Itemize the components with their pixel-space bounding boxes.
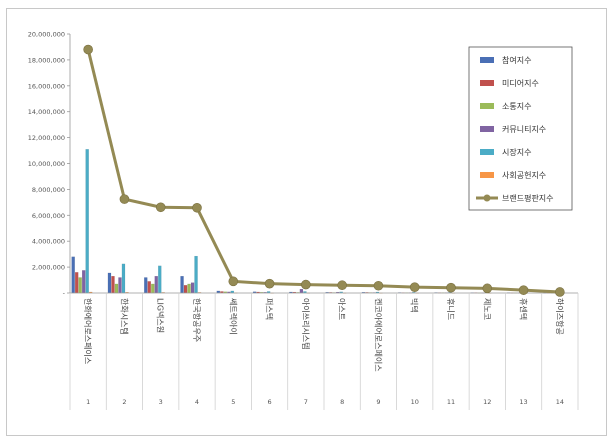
bar [118, 277, 122, 294]
line-point [228, 276, 239, 287]
bar [144, 277, 148, 294]
bar [71, 256, 75, 294]
bar [147, 281, 151, 294]
category-number-label: 13 [519, 398, 527, 406]
y-tick-label: 16,000,000 [28, 82, 65, 90]
line-point [337, 280, 347, 291]
category-number-label: 4 [195, 398, 199, 406]
category-name-label: 아이쓰리시스템 [301, 298, 311, 350]
category-number-label: 9 [376, 398, 380, 406]
legend-swatch [480, 80, 494, 86]
category-name-label: 아스트 [337, 298, 347, 320]
line-point [482, 283, 493, 294]
bar [107, 272, 112, 294]
bar [151, 283, 155, 294]
category-number-label: 3 [159, 398, 163, 406]
bar [121, 263, 126, 294]
bar [183, 285, 188, 294]
category-name-label: 휴센텍 [519, 298, 529, 320]
category-name-label: 쎄트렉아이 [228, 298, 238, 335]
category-name-label: 하이즈항공 [555, 298, 565, 335]
legend-swatch [480, 57, 494, 63]
series-line [86, 49, 560, 294]
category-number-label: 12 [483, 398, 491, 406]
line-point [373, 280, 384, 291]
legend-swatch-point [483, 194, 491, 202]
category-name-label: LIG넥스원 [156, 298, 166, 333]
bar [111, 276, 115, 294]
y-tick-label: 10,000,000 [28, 160, 65, 168]
legend-label: 소통지수 [502, 102, 531, 111]
legend-label: 사회공헌지수 [502, 171, 546, 180]
bar [114, 283, 119, 294]
legend-swatch [480, 172, 494, 178]
y-tick-label: 6,000,000 [32, 212, 65, 220]
category-number-label: 11 [447, 398, 455, 406]
category-number-label: 2 [122, 398, 126, 406]
line-point [518, 285, 529, 295]
category-name-label: 빅텍 [410, 298, 420, 313]
line-point [119, 194, 130, 204]
bar [158, 265, 162, 294]
category-number-label: 14 [556, 398, 564, 406]
line-point [555, 287, 565, 297]
line-point [446, 282, 456, 293]
bar [194, 255, 198, 294]
category-number-label: 7 [304, 398, 308, 406]
brand-reputation-line [83, 44, 565, 297]
category-number-label: 10 [411, 398, 419, 406]
legend-label: 미디어지수 [502, 78, 539, 88]
legend-label: 브랜드평판지수 [502, 193, 554, 203]
bar [180, 276, 184, 294]
category-name-label: 휴니드 [446, 298, 456, 320]
y-tick-label: 4,000,000 [32, 238, 65, 246]
bar [187, 283, 191, 294]
y-tick-label: 12,000,000 [28, 134, 65, 142]
bar [74, 272, 79, 294]
y-tick-label: - [63, 290, 66, 298]
bar [299, 288, 304, 294]
bar [81, 270, 86, 294]
y-tick-label: 18,000,000 [28, 56, 65, 64]
bar [78, 277, 82, 294]
legend-label: 참여지수 [502, 55, 531, 65]
bar [154, 276, 158, 294]
y-tick-label: 20,000,000 [28, 31, 65, 39]
y-axis: - 2,000,000 4,000,000 6,000,000 8,000,000 10,… [28, 31, 71, 298]
line-point [301, 279, 311, 290]
y-tick-label: 14,000,000 [28, 108, 65, 116]
line-point [155, 202, 166, 213]
line-point [409, 282, 420, 292]
category-name-label: 한화시스템 [119, 298, 129, 335]
legend-swatch [480, 126, 494, 132]
category-name-label: 한국항공우주 [192, 298, 201, 342]
category-number-label: 6 [268, 398, 272, 406]
x-axis: 한화에어로스페이스 1 한화시스템 2 LIG넥스원 3 한국항공우주 4 쎄트렉아이 5 퍼스텍 6… [69, 292, 579, 410]
category-name-label: 퍼스텍 [265, 298, 275, 320]
legend-label: 시장지수 [502, 147, 531, 157]
legend-label: 커뮤니티지수 [502, 124, 546, 134]
category-name-label: 한화에어로스페이스 [83, 298, 93, 364]
legend-swatch [480, 103, 494, 109]
category-number-label: 5 [231, 398, 235, 406]
y-tick-label: 8,000,000 [32, 186, 65, 194]
line-point [83, 44, 93, 55]
category-number-label: 8 [340, 398, 344, 406]
category-name-label: 켄코아에어로스페이스 [373, 298, 383, 372]
line-point [192, 202, 202, 213]
line-point [264, 278, 275, 289]
bar [85, 149, 89, 294]
bar [190, 282, 195, 294]
y-tick-label: 2,000,000 [32, 264, 65, 272]
category-name-label: 제노코 [482, 298, 491, 320]
category-number-label: 1 [86, 398, 90, 406]
legend-swatch [480, 149, 494, 155]
